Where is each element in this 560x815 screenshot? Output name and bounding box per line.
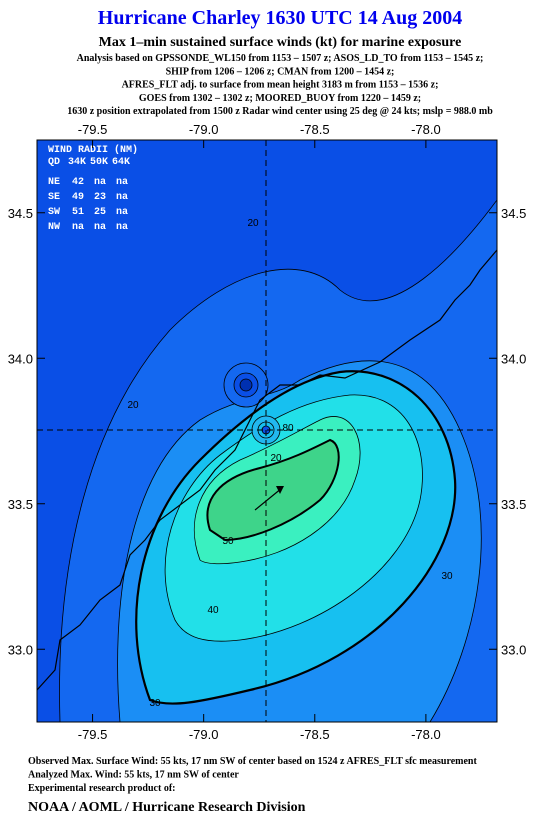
lon-label: -79.5: [78, 122, 108, 137]
wind-radii-cell: na: [116, 207, 128, 218]
coastline: [37, 249, 497, 691]
lon-label: -78.0: [411, 122, 441, 137]
map-frame: [36, 139, 498, 723]
wind-radii-title: WIND RADII (NM): [48, 144, 138, 156]
lat-label: 34.5: [501, 206, 526, 221]
wind-radii-cell: 23: [94, 192, 106, 203]
lat-label: 34.0: [501, 351, 526, 366]
lon-label: -79.5: [78, 727, 108, 742]
title: Hurricane Charley 1630 UTC 14 Aug 2004: [98, 7, 462, 29]
lat-label: 34.0: [8, 351, 33, 366]
contour-label: 50: [222, 536, 234, 547]
wind-radii-cell: na: [94, 222, 106, 233]
footer: Observed Max. Surface Wind: 55 kts, 17 n…: [28, 756, 477, 794]
org: NOAA / AOML / Hurricane Research Divisio…: [28, 800, 306, 815]
wind-radii-cell: na: [94, 177, 106, 188]
wind-radii-cell: 51: [72, 207, 84, 218]
wind-radii-cell: na: [116, 222, 128, 233]
lon-label: -79.0: [189, 727, 219, 742]
wind-radii-cell: na: [116, 192, 128, 203]
wind-radii-cell: NW: [48, 222, 60, 233]
header-line: GOES from 1302 – 1302 z; MOORED_BUOY fro…: [139, 93, 421, 104]
wind-radii-cell: 42: [72, 177, 84, 188]
contour-label: 30: [149, 698, 161, 709]
header-lines: Analysis based on GPSSONDE_WL150 from 11…: [67, 53, 493, 117]
lat-label: 33.5: [8, 497, 33, 512]
contour-label: 80: [282, 423, 294, 434]
lat-label: 33.5: [501, 497, 526, 512]
contour-55: [206, 438, 340, 542]
wind-radii-cell: na: [72, 222, 84, 233]
header-line: Analysis based on GPSSONDE_WL150 from 11…: [77, 53, 484, 64]
lon-label: -78.5: [300, 727, 330, 742]
lat-label: 33.0: [501, 642, 526, 657]
lon-label: -79.0: [189, 122, 219, 137]
contour-label: 20: [270, 453, 282, 464]
footer-line: Experimental research product of:: [28, 783, 175, 794]
footer-line: Analyzed Max. Wind: 55 kts, 17 nm SW of …: [28, 770, 239, 781]
lon-label: -78.5: [300, 122, 330, 137]
map: [37, 140, 497, 722]
subtitle: Max 1–min sustained surface winds (kt) f…: [99, 35, 462, 50]
header-line: AFRES_FLT adj. to surface from mean heig…: [122, 80, 439, 91]
contour-label: 30: [441, 571, 453, 582]
wind-radii-cell: 49: [72, 192, 84, 203]
wind-radii-header: 34K: [68, 157, 86, 168]
wind-radii-cell: 25: [94, 207, 106, 218]
wind-radii-header: QD: [48, 157, 60, 168]
wind-radii-cell: na: [116, 177, 128, 188]
footer-line: Observed Max. Surface Wind: 55 kts, 17 n…: [28, 756, 477, 767]
contour-label: 20: [127, 400, 139, 411]
header-line: 1630 z position extrapolated from 1500 z…: [67, 106, 493, 117]
contour-label: 20: [247, 218, 259, 229]
lon-label: -78.0: [411, 727, 441, 742]
lat-label: 33.0: [8, 642, 33, 657]
motion-arrow-head: [276, 486, 284, 494]
wind-radii-cell: SW: [48, 207, 60, 218]
contour-label: 40: [207, 605, 219, 616]
wind-radii-cell: NE: [48, 177, 60, 188]
lat-label: 34.5: [8, 206, 33, 221]
motion-arrow: [254, 487, 283, 511]
low: [239, 378, 253, 392]
wind-radii-cell: SE: [48, 192, 60, 203]
wind-radii-header: 64K: [112, 157, 130, 168]
wind-radii-header: 50K: [90, 157, 108, 168]
header-line: SHIP from 1206 – 1206 z; CMAN from 1200 …: [166, 66, 395, 77]
